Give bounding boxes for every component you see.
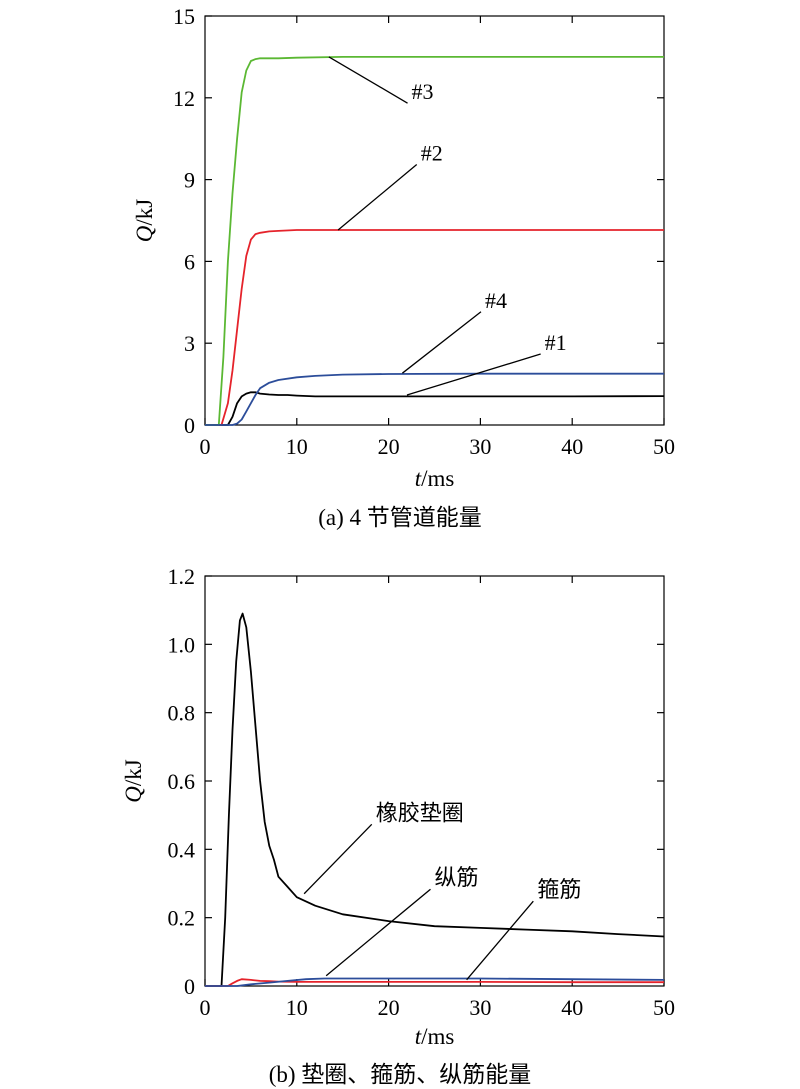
chart-panel-0: 0 10 20 30 40 50 0 3 6 9 12 15 t/ms Q/kJ #3 #2 #4 #1 (a) 4… xyxy=(132,4,675,530)
y-axis-label: Q/kJ xyxy=(132,199,157,243)
y-tick-label: 0.6 xyxy=(168,769,196,794)
y-tick-label: 15 xyxy=(173,4,195,29)
series-line xyxy=(205,977,665,987)
x-axis-label-unit: /ms xyxy=(421,466,454,491)
series-line xyxy=(205,229,664,426)
figure-caption: (a) 4 节管道能量 xyxy=(318,505,482,530)
y-axis-label-var: Q xyxy=(132,225,157,242)
y-axis-label: Q/kJ xyxy=(121,759,146,803)
y-tick-label: 1.0 xyxy=(168,632,196,657)
chart-panel-1: 0 10 20 30 40 50 0 0.2 0.4 0.6 0.8 1.0 1.2 t/ms Q/kJ 橡胶… xyxy=(121,564,675,1087)
y-tick-label: 0.4 xyxy=(168,837,196,862)
annotation-leader xyxy=(401,311,482,374)
x-tick-label: 50 xyxy=(653,995,675,1020)
annotation-leader xyxy=(406,353,541,396)
y-tick-label: 9 xyxy=(184,168,195,193)
y-tick-label: 0 xyxy=(184,974,195,999)
annotation-leader xyxy=(466,900,534,981)
x-axis-label-var: t xyxy=(415,1024,422,1049)
x-tick-label: 20 xyxy=(378,995,400,1020)
x-tick-label: 20 xyxy=(378,434,400,459)
x-axis-label-var: t xyxy=(415,466,422,491)
x-tick-label: 0 xyxy=(200,995,211,1020)
y-tick-label: 1.2 xyxy=(168,564,196,589)
annotation-label: #2 xyxy=(421,141,443,166)
y-axis-label-unit: /kJ xyxy=(132,199,157,226)
annotation-leader xyxy=(328,56,408,104)
series-line xyxy=(205,372,664,426)
series-line xyxy=(205,56,664,426)
y-tick-label: 12 xyxy=(173,86,195,111)
y-tick-label: 0.2 xyxy=(168,906,196,931)
x-tick-label: 10 xyxy=(286,995,308,1020)
y-tick-label: 3 xyxy=(184,331,195,356)
annotation-label: #3 xyxy=(412,79,434,104)
x-tick-label: 30 xyxy=(469,995,491,1020)
plot-frame xyxy=(204,575,665,987)
x-tick-label: 40 xyxy=(561,434,583,459)
x-tick-label: 50 xyxy=(653,434,675,459)
series-line xyxy=(205,978,664,987)
figure-caption: (b) 垫圈、箍筋、纵筋能量 xyxy=(269,1062,532,1087)
x-axis-label: t/ms xyxy=(415,1024,455,1049)
y-tick-label: 0.8 xyxy=(168,701,196,726)
x-axis-label: t/ms xyxy=(415,466,455,491)
annotation-label: 箍筋 xyxy=(537,877,581,902)
y-axis-label-unit: /kJ xyxy=(121,759,146,786)
plot-frame xyxy=(204,15,665,426)
x-tick-label: 10 xyxy=(286,434,308,459)
annotation-label: #1 xyxy=(545,330,567,355)
x-tick-label: 40 xyxy=(561,995,583,1020)
y-axis-label-var: Q xyxy=(121,786,146,803)
y-tick-label: 0 xyxy=(184,413,195,438)
x-axis-label-unit: /ms xyxy=(421,1024,454,1049)
series-line xyxy=(205,391,665,426)
annotation-leader xyxy=(337,164,418,231)
y-tick-label: 6 xyxy=(184,249,195,274)
annotation-leader xyxy=(325,888,431,977)
annotation-label: 橡胶垫圈 xyxy=(376,800,464,825)
x-tick-label: 0 xyxy=(200,434,211,459)
annotation-label: #4 xyxy=(485,288,507,313)
series-line xyxy=(205,612,665,987)
annotation-leader xyxy=(303,823,373,895)
x-tick-label: 30 xyxy=(469,434,491,459)
annotation-label: 纵筋 xyxy=(435,865,479,890)
